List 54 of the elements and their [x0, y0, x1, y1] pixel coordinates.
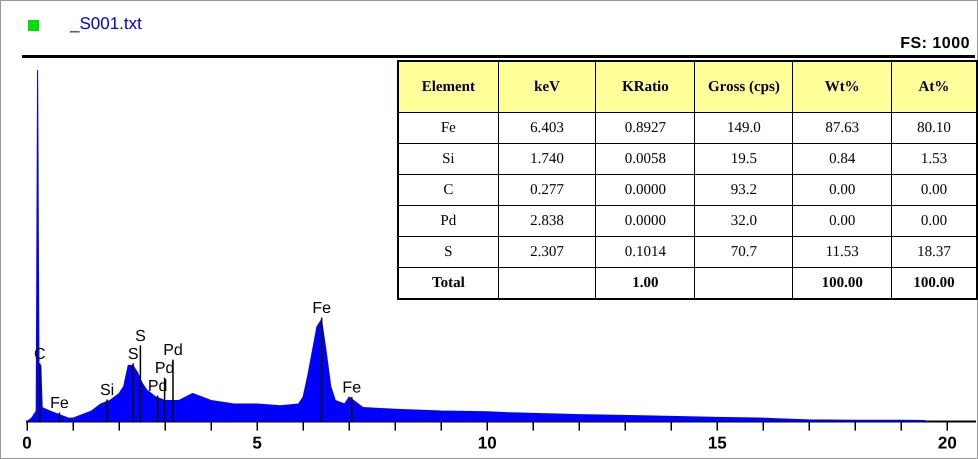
x-tick-label: 10	[478, 433, 497, 452]
annotation: 149.0	[694, 112, 793, 144]
annotation: 19.5	[694, 144, 793, 174]
annotation: 11.53	[792, 236, 892, 268]
annotation: 6.403	[498, 112, 596, 144]
annotation: At%	[891, 61, 977, 112]
annotation: 70.7	[694, 236, 793, 268]
annotation: 1.740	[498, 144, 596, 174]
annotation: 1.53	[891, 144, 977, 174]
annotation: 0.00	[891, 174, 977, 206]
annotation: 0.0058	[596, 144, 695, 174]
annotation: Element	[398, 61, 498, 112]
annotation: 0.00	[792, 174, 892, 206]
annotation: 0.8927	[596, 112, 695, 144]
annotation: 0.0000	[596, 174, 695, 206]
annotation: 100.00	[891, 268, 977, 299]
x-tick-label: 0	[22, 433, 32, 452]
annotation: Total	[398, 268, 498, 299]
annotation: 2.838	[498, 206, 596, 236]
annotation: 87.63	[792, 112, 892, 144]
text: FS: 1000	[900, 35, 970, 53]
x-tick-label: 20	[938, 433, 957, 452]
annotation: Fe	[312, 300, 332, 318]
annotation: C	[398, 174, 498, 206]
annotation: keV	[498, 61, 596, 112]
annotation: KRatio	[596, 61, 695, 112]
annotation: Fe	[342, 380, 362, 397]
annotation: S	[398, 236, 498, 268]
annotation: 0.00	[792, 206, 892, 236]
annotation: Pd	[398, 206, 498, 236]
annotation: Wt%	[792, 61, 892, 112]
annotation: Fe	[398, 112, 498, 144]
annotation: Gross (cps)	[694, 61, 793, 112]
annotation: Si	[100, 382, 114, 399]
annotation: 0.1014	[596, 236, 695, 268]
annotation: 1.00	[596, 268, 695, 299]
annotation: 32.0	[694, 206, 793, 236]
annotation: 93.2	[694, 174, 793, 206]
x-tick-label: 5	[252, 433, 262, 452]
annotation: 0.00	[891, 206, 977, 236]
annotation: Si	[398, 144, 498, 174]
annotation: 0.0000	[596, 206, 695, 236]
annotation: S	[128, 346, 139, 363]
chart-title: _S001.txt	[70, 14, 142, 34]
x-tick-label: 15	[708, 433, 727, 452]
annotation: 80.10	[891, 112, 977, 144]
annotation: Fe	[50, 394, 69, 412]
annotation: 0.84	[792, 144, 892, 174]
annotation: S	[135, 328, 146, 345]
annotation: 100.00	[792, 268, 892, 299]
annotation: Pd	[163, 342, 183, 360]
annotation: 18.37	[891, 236, 977, 268]
annotation: 0.277	[498, 174, 596, 206]
annotation: 2.307	[498, 236, 596, 268]
